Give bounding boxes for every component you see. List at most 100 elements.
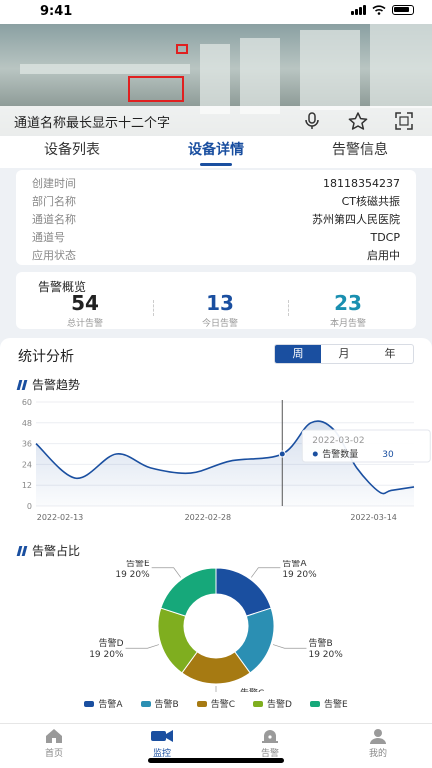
trend-line-chart[interactable]: 0 12 24 36 48 60 2022-02-13 2022-02-28 2022-03-1…: [0, 396, 432, 526]
video-scene-bench: [20, 64, 190, 74]
alarm-overview-title: 告警概览: [38, 280, 87, 294]
y-tick-label: 24: [22, 460, 32, 469]
period-month-button[interactable]: 月: [338, 347, 350, 360]
chart-tooltip: 2022-03-02 告警数量 30: [301, 429, 431, 463]
trend-title: 告警趋势: [32, 378, 81, 392]
pie-leader-line: [272, 644, 307, 649]
info-row-channel-name: 通道名称 苏州第四人民医院: [32, 210, 400, 228]
pie-slice-name: 告警D: [99, 637, 124, 649]
nav-label: 监控: [152, 749, 171, 759]
y-tick-label: 0: [27, 502, 32, 511]
stat-value: 54: [71, 291, 99, 315]
data-point[interactable]: [278, 450, 286, 458]
status-time: 9:41: [40, 4, 73, 19]
detection-box: [176, 44, 188, 54]
user-icon: [370, 729, 386, 744]
pie-slice-value: 19 20%: [89, 650, 124, 660]
legend-item[interactable]: 告警C: [196, 697, 236, 710]
pie-legend: 告警A 告警B 告警C 告警D 告警E: [0, 697, 432, 710]
alarm-icon: [262, 730, 278, 743]
legend-swatch: [196, 700, 207, 707]
info-key: 创建时间: [32, 177, 76, 190]
tab-alarm-info[interactable]: 告警信息: [332, 142, 388, 158]
legend-label: 告警E: [323, 700, 348, 710]
home-icon: [46, 729, 62, 743]
home-indicator: [148, 758, 284, 763]
nav-home[interactable]: 首页: [0, 724, 108, 768]
pie-leader-line: [250, 567, 281, 578]
legend-item[interactable]: 告警D: [253, 697, 292, 710]
y-tick-label: 60: [22, 398, 32, 407]
pie-slice[interactable]: [160, 567, 217, 617]
pie-leader-line: [151, 567, 182, 578]
info-value: CT核磁共振: [341, 195, 400, 208]
tooltip-marker: [312, 451, 318, 457]
pie-leader-line: [215, 686, 217, 692]
channel-bar: 通道名称最长显示十二个字: [0, 106, 432, 136]
pie-leader-line: [125, 644, 160, 649]
section-marker-icon: [16, 545, 28, 556]
fullscreen-icon[interactable]: [390, 110, 418, 132]
device-info-card: 创建时间 18118354237 部门名称 CT核磁共振 通道名称 苏州第四人民医院 …: [16, 170, 416, 265]
tab-device-list[interactable]: 设备列表: [44, 142, 100, 158]
legend-label: 告警D: [267, 700, 292, 710]
legend-label: 告警C: [210, 700, 236, 710]
wifi-icon: [372, 5, 386, 15]
info-key: 部门名称: [32, 195, 76, 208]
info-value: 18118354237: [323, 176, 400, 190]
pie-slice[interactable]: [215, 567, 272, 617]
nav-label: 告警: [260, 749, 279, 759]
legend-item[interactable]: 告警A: [84, 697, 123, 710]
microphone-icon[interactable]: [298, 110, 326, 132]
tooltip-value: 30: [382, 450, 394, 460]
video-scene-shelf: [200, 44, 230, 114]
nav-mine[interactable]: 我的: [324, 724, 432, 768]
info-row-status: 应用状态 启用中: [32, 246, 400, 264]
tab-device-detail[interactable]: 设备详情: [144, 136, 288, 168]
tooltip-box: [301, 429, 431, 463]
battery-icon: [392, 5, 414, 15]
nav-label: 首页: [44, 749, 63, 759]
pie-slice-name: 告警E: [126, 560, 150, 569]
stat-label: 本月告警: [329, 319, 366, 329]
y-tick-label: 36: [22, 440, 32, 449]
section-marker-icon: [16, 379, 28, 390]
nav-alarm[interactable]: 告警: [216, 724, 324, 768]
nav-monitor[interactable]: 监控: [108, 724, 216, 768]
y-tick-label: 12: [22, 481, 32, 490]
pie-slice-name: 告警A: [282, 560, 307, 569]
period-week-button[interactable]: 周: [275, 345, 321, 363]
tooltip-series: 告警数量: [322, 448, 358, 460]
pie-slice-name: 告警B: [308, 637, 332, 649]
info-key: 通道号: [32, 231, 65, 244]
x-tick-label: 2022-02-28: [185, 513, 232, 522]
period-selector: 周 月 年: [274, 344, 414, 364]
pie-section-title: 告警占比: [16, 542, 81, 559]
legend-item[interactable]: 告警E: [309, 697, 348, 710]
period-year-button[interactable]: 年: [384, 347, 396, 360]
legend-item[interactable]: 告警B: [140, 697, 179, 710]
legend-swatch: [309, 700, 320, 707]
channel-name: 通道名称最长显示十二个字: [14, 115, 171, 131]
signal-icon: [351, 5, 366, 15]
legend-swatch: [84, 700, 95, 707]
video-scene-shelf: [370, 24, 432, 108]
pie-slice-name: 告警C: [240, 687, 264, 692]
legend-label: 告警A: [98, 700, 123, 710]
detection-box: [128, 76, 184, 102]
info-value: 苏州第四人民医院: [312, 213, 400, 226]
alarm-overview-card: 告警概览 54 总计告警 13 今日告警 23 本月告警: [16, 272, 416, 329]
star-icon[interactable]: [344, 110, 372, 132]
stat-value: 13: [206, 291, 234, 315]
camera-icon: [151, 730, 173, 742]
video-preview[interactable]: 通道名称最长显示十二个字: [0, 24, 432, 136]
pie-title: 告警占比: [32, 544, 81, 558]
stat-value: 23: [334, 291, 362, 315]
x-tick-label: 2022-02-13: [37, 513, 84, 522]
video-scene-shelf: [240, 38, 280, 114]
stat-today-alarms: 13 今日告警: [165, 290, 275, 329]
status-bar: 9:41: [0, 0, 432, 24]
statistics-panel: 统计分析 周 月 年 告警趋势 0 12 24 36 48 60 2022-02-13 202…: [0, 338, 432, 723]
legend-label: 告警B: [154, 700, 179, 710]
